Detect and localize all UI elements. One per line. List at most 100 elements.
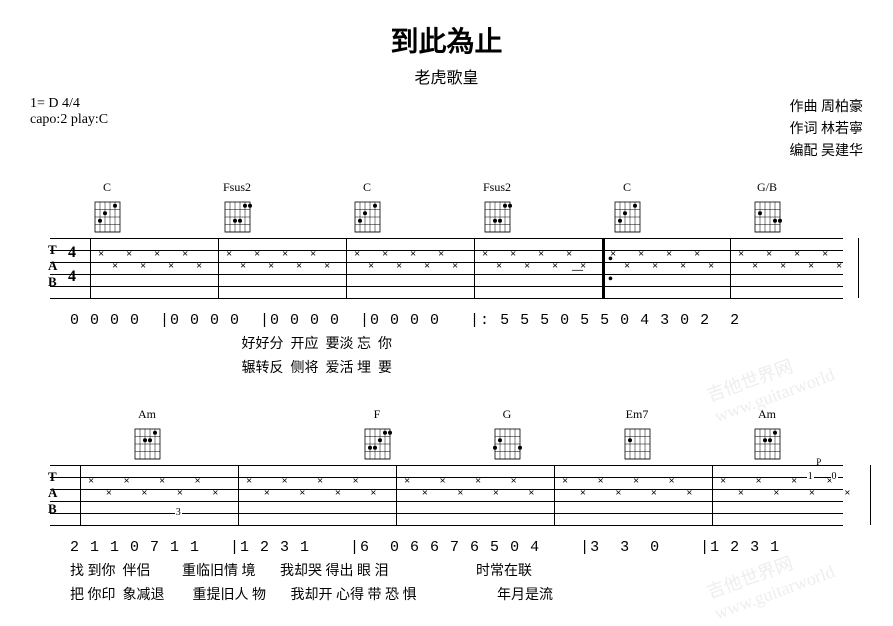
strum-mark: × xyxy=(424,260,430,272)
chord-diagram xyxy=(360,424,394,464)
strum-mark: × xyxy=(440,475,446,487)
strum-mark: × xyxy=(738,487,744,499)
strum-mark: × xyxy=(246,475,252,487)
key-info: 1= D 4/4 capo:2 play:C xyxy=(30,96,108,162)
strum-mark: × xyxy=(240,260,246,272)
strum-mark: × xyxy=(580,260,586,272)
lyrics-1b: 辗转反 侧将 爱活 埋 要 xyxy=(70,357,863,377)
strum-mark: × xyxy=(282,475,288,487)
strum-mark: × xyxy=(738,248,744,260)
strum-mark: × xyxy=(524,260,530,272)
chord-name: Fsus2 xyxy=(223,180,251,195)
strum-mark: × xyxy=(780,260,786,272)
strum-mark: × xyxy=(638,248,644,260)
strum-mark: × xyxy=(195,475,201,487)
strum-mark: × xyxy=(666,248,672,260)
strum-mark: × xyxy=(452,260,458,272)
chord-diagram xyxy=(90,197,124,237)
strum-mark: × xyxy=(566,248,572,260)
chord-name: G/B xyxy=(757,180,777,195)
strum-mark: × xyxy=(254,248,260,260)
strum-mark: × xyxy=(615,487,621,499)
chord-slot: Am xyxy=(750,407,784,464)
chord-name: Fsus2 xyxy=(483,180,511,195)
strum-mark: × xyxy=(773,487,779,499)
strum-mark: × xyxy=(226,248,232,260)
strum-mark: × xyxy=(438,248,444,260)
strum-mark: × xyxy=(493,487,499,499)
chord-name: Em7 xyxy=(626,407,649,422)
arranger: 吴建华 xyxy=(821,144,863,159)
strum-mark: × xyxy=(396,260,402,272)
strum-mark: × xyxy=(610,248,616,260)
chord-slot: G xyxy=(490,407,524,464)
chord-name: F xyxy=(374,407,381,422)
strum-mark: × xyxy=(264,487,270,499)
strum-mark: × xyxy=(633,475,639,487)
chord-slot: Am xyxy=(130,407,164,464)
strum-mark: × xyxy=(410,248,416,260)
tab-B2: B xyxy=(48,501,57,517)
strum-mark: × xyxy=(317,475,323,487)
chord-diagram xyxy=(620,424,654,464)
strum-mark: × xyxy=(124,475,130,487)
strum-mark: × xyxy=(496,260,502,272)
strum-mark: × xyxy=(141,487,147,499)
strum-mark: × xyxy=(310,248,316,260)
number-notation-1: 0 0 0 0 |0 0 0 0 |0 0 0 0 |0 0 0 0 |: 5 … xyxy=(70,312,863,329)
strum-mark: × xyxy=(196,260,202,272)
strum-mark: × xyxy=(154,248,160,260)
chord-slot: C xyxy=(90,180,124,237)
header-row: 1= D 4/4 capo:2 play:C 作曲 周柏豪 作词 林若寧 编配 … xyxy=(30,96,863,162)
strum-mark: × xyxy=(510,248,516,260)
tab-B: B xyxy=(48,274,57,290)
tab-A2: A xyxy=(48,485,57,501)
strum-mark: × xyxy=(353,475,359,487)
strum-mark: × xyxy=(822,248,828,260)
chord-diagram xyxy=(350,197,384,237)
strum-mark: × xyxy=(598,475,604,487)
strum-mark: × xyxy=(182,248,188,260)
strum-mark: × xyxy=(475,475,481,487)
chord-name: Am xyxy=(758,407,776,422)
chord-name: Am xyxy=(138,407,156,422)
chord-slot: Fsus2 xyxy=(480,180,514,237)
strum-mark: × xyxy=(766,248,772,260)
strum-mark: × xyxy=(562,475,568,487)
strum-mark: × xyxy=(694,248,700,260)
strum-mark: × xyxy=(686,487,692,499)
strum-mark: × xyxy=(282,248,288,260)
strum-mark: × xyxy=(296,260,302,272)
strum-mark: × xyxy=(168,260,174,272)
lyrics-1a: 好好分 开应 要淡 忘 你 xyxy=(70,333,863,353)
strum-mark: × xyxy=(482,248,488,260)
strum-mark: × xyxy=(368,260,374,272)
lyrics-2a: 找 到你 伴侣 重临旧情 境 我却哭 得出 眼 泪 时常在联 xyxy=(70,560,863,580)
strum-mark: × xyxy=(552,260,558,272)
chord-diagram xyxy=(610,197,644,237)
chord-slot: F xyxy=(360,407,394,464)
strum-mark: × xyxy=(335,487,341,499)
strum-mark: × xyxy=(88,475,94,487)
strum-mark: × xyxy=(651,487,657,499)
strum-mark: × xyxy=(836,260,842,272)
strum-mark: × xyxy=(299,487,305,499)
chord-name: C xyxy=(623,180,631,195)
strum-mark: × xyxy=(511,475,517,487)
strum-mark: × xyxy=(720,475,726,487)
strum-mark: × xyxy=(624,260,630,272)
strum-mark: × xyxy=(112,260,118,272)
strum-mark: × xyxy=(580,487,586,499)
strum-mark: × xyxy=(324,260,330,272)
capo-info: capo:2 play:C xyxy=(30,112,108,128)
chord-diagram xyxy=(490,424,524,464)
strum-mark: × xyxy=(422,487,428,499)
key-signature: 1= D 4/4 xyxy=(30,96,108,112)
strum-mark: × xyxy=(212,487,218,499)
number-notation-2: 2 1 1 0 7 1 1 |1 2 3 1 |6 0 6 6 7 6 5 0 … xyxy=(70,539,863,556)
strum-mark: × xyxy=(809,487,815,499)
chord-slot: C xyxy=(350,180,384,237)
song-title: 到此為止 xyxy=(30,20,863,60)
strum-mark: × xyxy=(538,248,544,260)
strum-mark: × xyxy=(752,260,758,272)
